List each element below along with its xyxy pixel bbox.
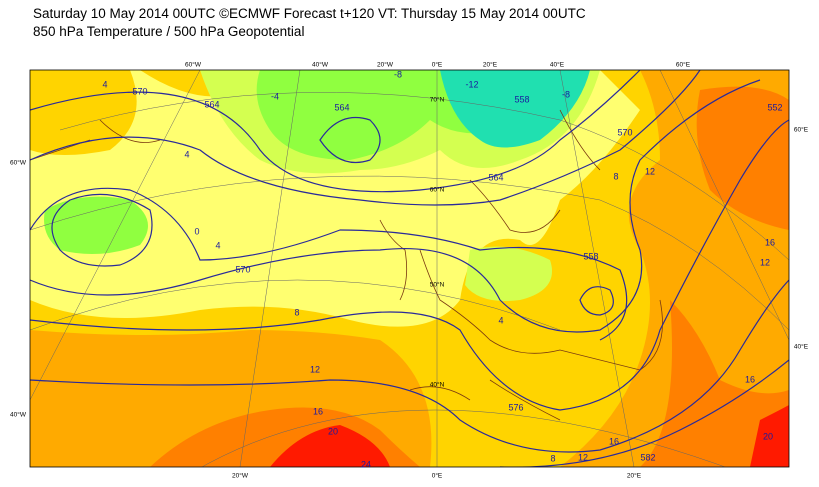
coordinate-label: 0°E: [432, 472, 443, 480]
geopotential-label: 564: [488, 172, 503, 182]
temperature-label: 4: [184, 149, 189, 159]
temperature-label: 4: [215, 240, 220, 250]
geopotential-label: 570: [617, 127, 632, 137]
coordinate-label: 50°N: [430, 281, 445, 289]
temperature-label: 0: [194, 226, 199, 236]
temperature-label: 12: [645, 166, 655, 176]
temperature-label: 12: [310, 364, 320, 374]
coordinate-label: 60°W: [185, 61, 202, 69]
map-frame: [29, 69, 790, 468]
temperature-label: 20: [328, 426, 338, 436]
temperature-label: 20: [763, 431, 773, 441]
geopotential-label: 582: [640, 452, 655, 462]
temperature-label: 8: [613, 171, 618, 181]
geopotential-label: 576: [508, 402, 523, 412]
geopotential-label: 552: [767, 102, 782, 112]
coordinate-label: 40°W: [312, 61, 329, 69]
subtitle: 850 hPa Temperature / 500 hPa Geopotenti…: [33, 24, 305, 39]
temperature-label: -12: [465, 79, 478, 89]
temperature-label: 4: [102, 79, 107, 89]
temperature-label: 8: [294, 307, 299, 317]
temperature-label: -8: [394, 69, 402, 79]
coordinate-label: 70°N: [430, 96, 445, 104]
coordinate-label: 60°E: [794, 126, 809, 134]
coordinate-label: 40°W: [10, 411, 27, 419]
coordinate-label: 20°E: [483, 61, 498, 69]
geopotential-label: 564: [204, 99, 219, 109]
temperature-label: 4: [498, 315, 503, 325]
temperature-label: -4: [271, 91, 279, 101]
coordinate-label: 40°E: [794, 343, 809, 351]
title: Saturday 10 May 2014 00UTC ©ECMWF Foreca…: [33, 6, 586, 21]
coordinate-label: 60°N: [430, 186, 445, 194]
geopotential-label: 570: [235, 264, 250, 274]
geopotential-label: 558: [583, 251, 598, 261]
temperature-label: 16: [609, 436, 619, 446]
temperature-label: 16: [313, 406, 323, 416]
temperature-label: -8: [562, 89, 570, 99]
coordinate-label: 20°E: [627, 472, 642, 480]
geopotential-label: 564: [334, 102, 349, 112]
temperature-label: 16: [765, 237, 775, 247]
coordinate-label: 20°W: [232, 472, 249, 480]
coordinate-label: 60°W: [10, 159, 27, 167]
geopotential-label: 570: [132, 86, 147, 96]
temperature-label: 8: [550, 453, 555, 463]
coordinate-label: 20°W: [377, 61, 394, 69]
coordinate-label: 40°E: [550, 61, 565, 69]
temperature-label: 24: [361, 459, 371, 469]
temperature-label: 12: [578, 452, 588, 462]
coordinate-label: 40°N: [430, 381, 445, 389]
coordinate-label: 60°E: [676, 61, 691, 69]
map-field: [30, 70, 789, 467]
geopotential-label: 558: [514, 94, 529, 104]
temperature-label: 16: [745, 374, 755, 384]
temperature-label: 12: [760, 257, 770, 267]
coordinate-label: 0°E: [432, 61, 443, 69]
